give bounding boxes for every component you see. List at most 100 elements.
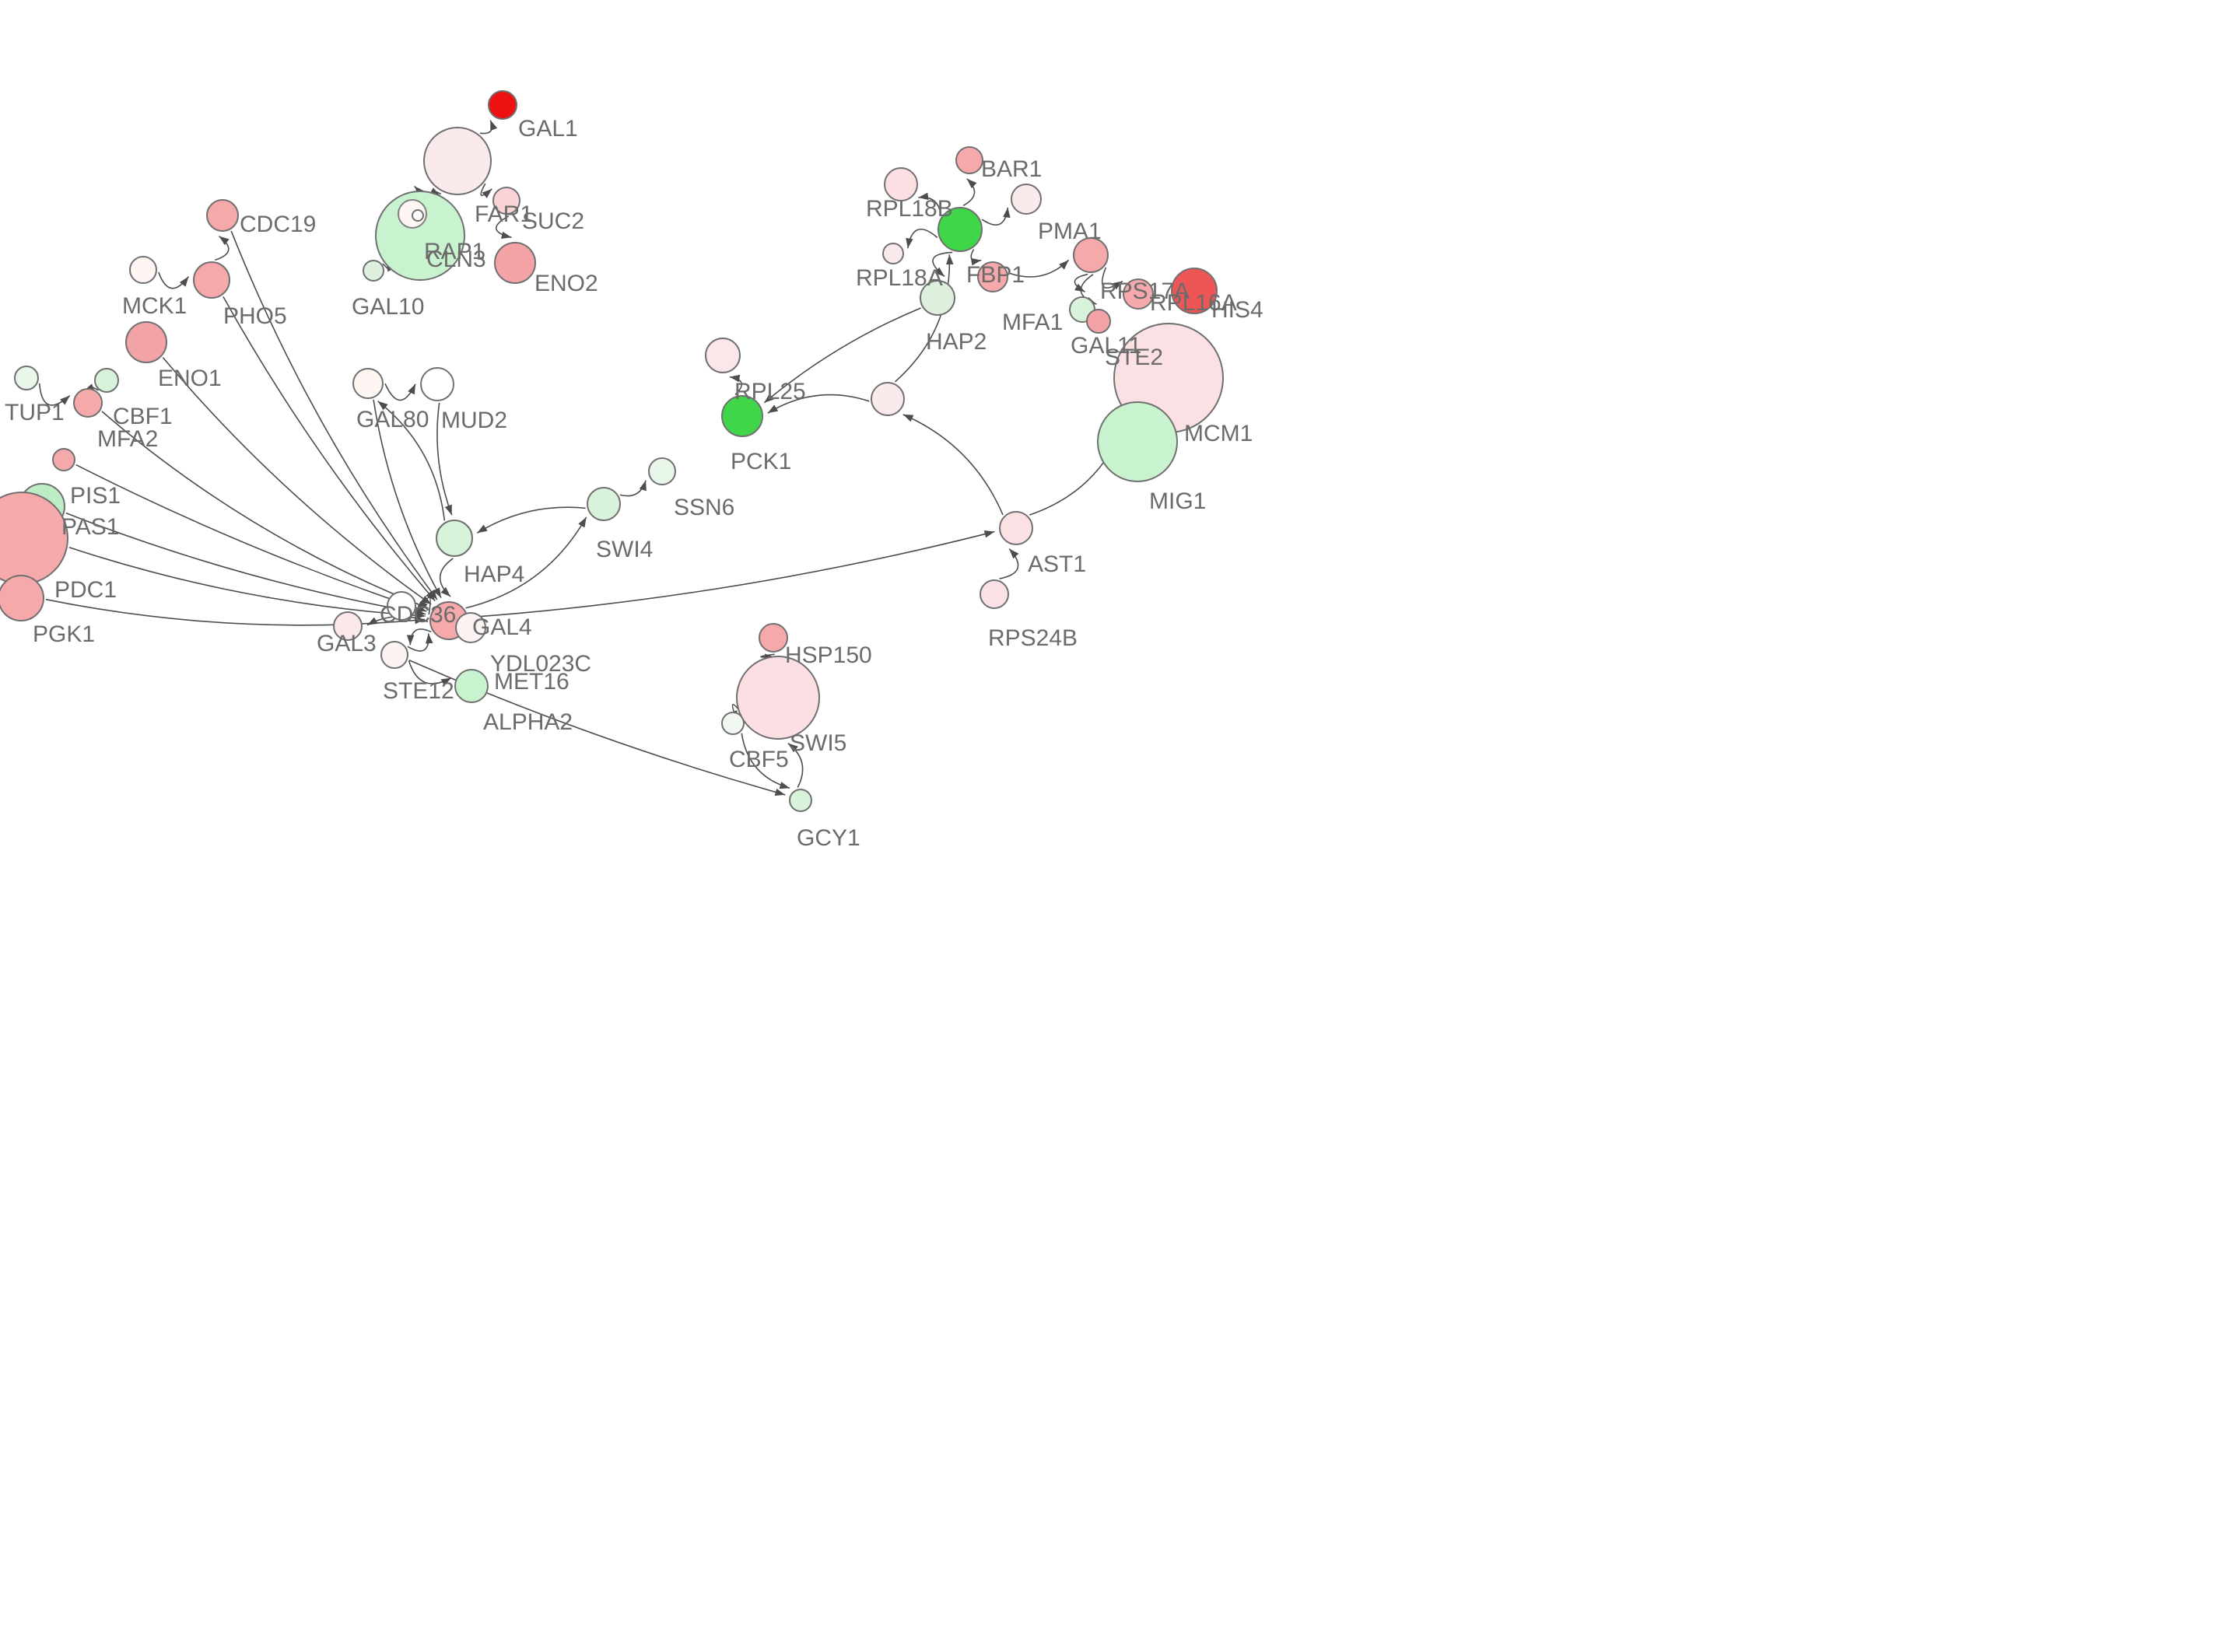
gene-node-gal3[interactable] <box>333 611 363 641</box>
gene-label-ydl023c: YDL023C <box>490 651 591 677</box>
gene-node-ste2[interactable] <box>1086 309 1111 334</box>
gene-node-rps17a[interactable] <box>1073 237 1109 273</box>
gene-node-pck1[interactable] <box>721 395 763 437</box>
edge-pck1_right_node-to-fbp1 <box>895 254 949 382</box>
gene-label-bar1: BAR1 <box>981 156 1042 183</box>
edge-fbp1-to-hap2 <box>933 252 952 276</box>
gene-node-alpha2[interactable] <box>454 669 489 703</box>
gene-label-mck1: MCK1 <box>122 293 187 320</box>
gene-label-cbf5: CBF5 <box>729 747 789 773</box>
edge-tup1-to-mfa2 <box>40 383 70 405</box>
edge-eno1-to-gal4 <box>163 358 431 604</box>
edge-rps17a-to-gal11 <box>1074 275 1088 292</box>
edge-mck1-to-pho5 <box>159 272 189 289</box>
edge-far1-to-gal1 <box>480 120 492 133</box>
gene-label-gal10: GAL10 <box>352 294 424 320</box>
gene-node-rpl18a[interactable] <box>882 243 904 264</box>
gene-node-ssn6[interactable] <box>648 457 676 485</box>
edge-fbp1-to-pma1 <box>982 208 1008 225</box>
edge-pgk1-to-gal4 <box>46 600 425 625</box>
edge-pdc1-to-gal4 <box>69 548 426 616</box>
gene-label-pdc1: PDC1 <box>54 577 117 604</box>
gene-label-ssn6: SSN6 <box>674 495 734 521</box>
gene-node-fbp1[interactable] <box>938 207 983 252</box>
gene-node-pis1[interactable] <box>52 448 75 471</box>
gene-node-tup1[interactable] <box>14 366 39 390</box>
gene-node-rpl16a[interactable] <box>1123 278 1154 310</box>
gene-label-pis1: PIS1 <box>70 483 121 509</box>
gene-node-suc2[interactable] <box>492 187 520 215</box>
gene-label-eno1: ENO1 <box>158 366 222 392</box>
gene-node-cln3[interactable] <box>375 191 465 281</box>
gene-node-mig1[interactable] <box>1097 401 1178 482</box>
gene-node-cbf1[interactable] <box>94 368 119 393</box>
edge-gal4-to-ast1 <box>470 532 995 618</box>
gene-node-hap2[interactable] <box>920 280 955 316</box>
gene-node-pgk1[interactable] <box>0 575 44 621</box>
gene-node-rpl18b[interactable] <box>884 167 918 201</box>
gene-node-swi5[interactable] <box>736 656 820 740</box>
gene-label-gal80: GAL80 <box>356 407 429 433</box>
edge-suc2-to-eno2 <box>496 216 512 237</box>
edge-rps17a-to-rpl16a <box>1102 268 1123 288</box>
gene-node-cdc19[interactable] <box>206 199 239 232</box>
gene-node-pma1[interactable] <box>1011 184 1042 215</box>
gene-label-mig1: MIG1 <box>1149 488 1206 515</box>
gene-node-pck1_right_node[interactable] <box>871 382 905 416</box>
gene-node-gcy1[interactable] <box>789 789 812 812</box>
gene-label-his4: HIS4 <box>1211 297 1263 324</box>
gene-node-mud2[interactable] <box>420 367 454 401</box>
edge-gal80-to-mud2 <box>385 383 415 400</box>
gene-node-ydl023c[interactable] <box>455 612 486 643</box>
edge-pho5-to-gal4 <box>223 296 435 600</box>
gene-node-rpl25[interactable] <box>705 338 741 373</box>
edge-hap4-to-gal80 <box>378 401 445 521</box>
gene-node-ste12[interactable] <box>380 641 408 669</box>
gene-node-rps24b[interactable] <box>980 579 1009 609</box>
gene-label-alpha2: ALPHA2 <box>483 709 573 736</box>
gene-label-ste12: STE12 <box>383 678 454 705</box>
gene-node-gal1[interactable] <box>488 90 517 120</box>
edge-fbp1-to-mfa1 <box>971 250 981 261</box>
edge-hap4-to-gal4 <box>440 558 454 597</box>
gene-node-cdc36_top[interactable] <box>387 591 416 621</box>
edge-cdc19-to-gal4 <box>231 231 437 600</box>
edge-pas1-to-gal4 <box>66 513 426 614</box>
gene-label-pck1: PCK1 <box>731 449 791 475</box>
gene-label-pgk1: PGK1 <box>33 621 95 648</box>
edge-mfa1-to-rps17a <box>1009 260 1068 277</box>
edge-pck1_right_node-to-pck1 <box>768 395 869 414</box>
edge-ste12-to-alpha2 <box>409 660 451 684</box>
gene-node-eno2[interactable] <box>494 242 536 284</box>
gene-label-cdc19: CDC19 <box>240 212 316 238</box>
gene-node-pho5[interactable] <box>193 261 230 299</box>
gene-node-hap4[interactable] <box>436 520 473 557</box>
gene-node-gal80[interactable] <box>352 368 384 399</box>
edge-fbp1-to-rpl18a <box>908 229 938 248</box>
gene-node-mfa2[interactable] <box>73 388 103 418</box>
gene-node-eno1[interactable] <box>125 321 167 363</box>
gene-label-mud2: MUD2 <box>441 408 507 434</box>
gene-label-hap2: HAP2 <box>926 329 987 355</box>
edge-ste12-to-gal4 <box>408 633 429 651</box>
edge-pho5-to-cdc19 <box>215 236 228 261</box>
gene-node-hsp150[interactable] <box>759 623 788 653</box>
gene-node-rap1[interactable] <box>412 209 424 222</box>
gene-node-swi4[interactable] <box>587 487 621 521</box>
gene-label-tup1: TUP1 <box>5 400 65 426</box>
gene-label-mfa2: MFA2 <box>97 426 158 453</box>
edge-gal80-to-gal4 <box>373 400 441 598</box>
gene-label-mfa1: MFA1 <box>1002 310 1063 336</box>
gene-node-bar1[interactable] <box>955 146 983 174</box>
edge-rps24b-to-ast1 <box>1000 549 1018 579</box>
gene-node-mck1[interactable] <box>129 256 157 284</box>
gene-node-his4[interactable] <box>1171 268 1218 314</box>
edge-swi4-to-hap4 <box>477 507 585 533</box>
gene-node-ast1[interactable] <box>999 511 1033 545</box>
edge-fbp1-to-bar1 <box>963 179 974 205</box>
gene-node-gal10[interactable] <box>363 260 384 282</box>
gene-node-far1[interactable] <box>423 127 492 195</box>
gene-node-mfa1[interactable] <box>977 261 1008 292</box>
edge-pis1-to-gal4 <box>76 465 427 611</box>
edge-gal4-to-swi4 <box>466 517 587 608</box>
